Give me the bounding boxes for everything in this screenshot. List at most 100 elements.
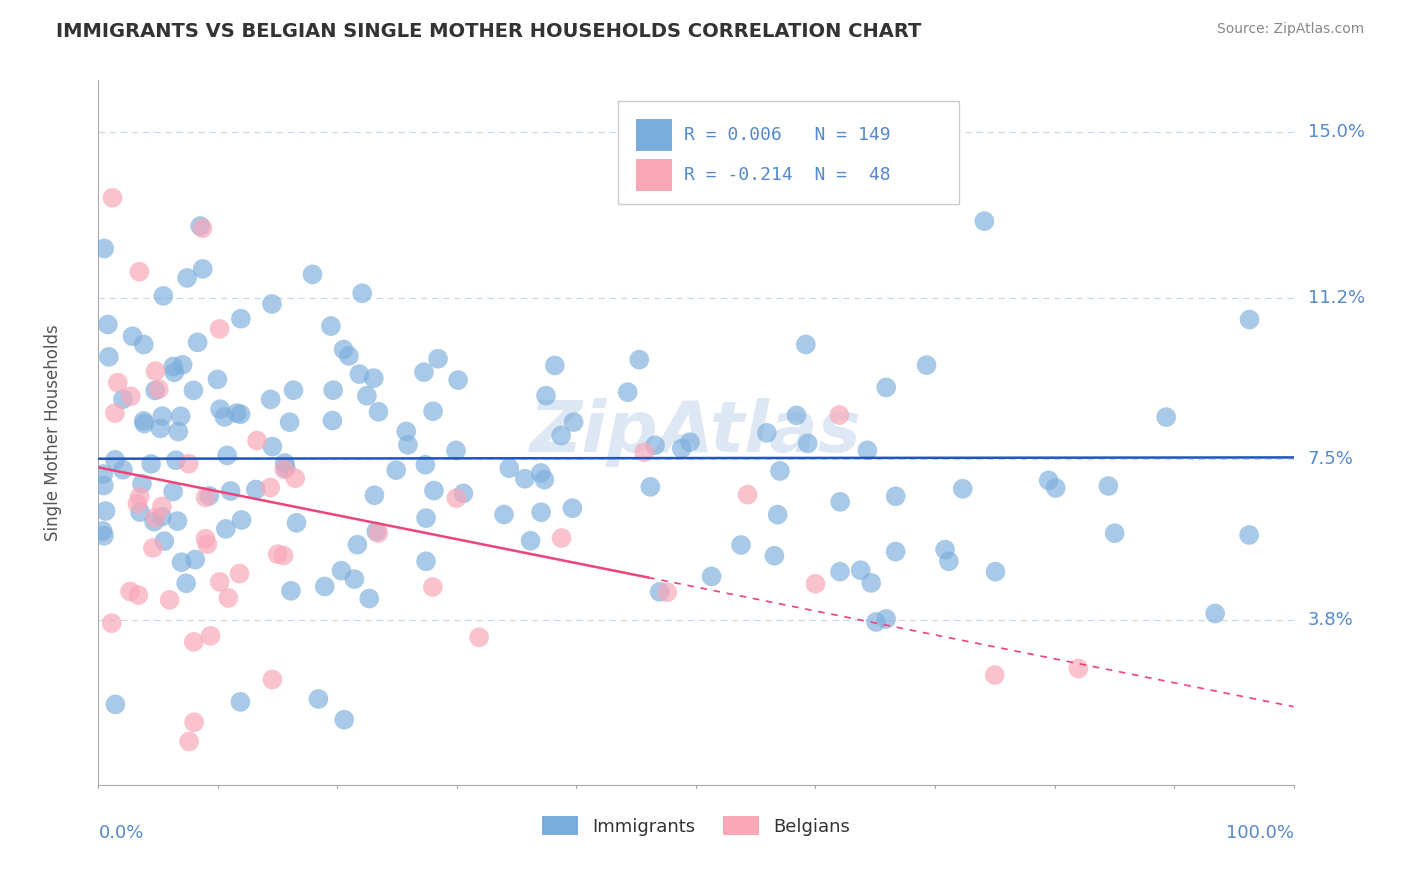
Point (104, 453, 127, 467)
Point (219, 483, 242, 498)
Point (188, 219, 211, 233)
Point (359, 591, 381, 606)
Point (127, 497, 149, 511)
Point (828, 408, 851, 422)
Point (1237, 528, 1260, 542)
Point (633, 445, 655, 459)
Point (427, 351, 450, 366)
Point (174, 576, 197, 591)
Point (544, 359, 567, 373)
Point (860, 575, 883, 590)
Point (332, 343, 354, 357)
Point (148, 382, 170, 396)
Point (266, 547, 288, 561)
Point (766, 508, 789, 522)
Point (530, 505, 553, 519)
Point (262, 440, 284, 454)
Text: Single Mother Households: Single Mother Households (44, 325, 62, 541)
Point (120, 584, 142, 599)
Point (159, 592, 181, 607)
Point (492, 508, 515, 522)
Point (363, 488, 385, 502)
Point (447, 373, 470, 387)
Point (415, 511, 437, 525)
Point (875, 612, 897, 626)
Point (423, 483, 446, 498)
Point (143, 510, 166, 524)
Point (128, 265, 150, 279)
Point (214, 409, 236, 424)
Point (273, 462, 295, 476)
Point (640, 480, 662, 494)
Point (346, 538, 368, 552)
Point (166, 514, 188, 528)
Point (179, 734, 201, 748)
Point (856, 443, 879, 458)
Point (984, 565, 1007, 579)
Point (422, 404, 444, 418)
Point (356, 389, 378, 403)
Point (162, 484, 184, 499)
Point (352, 286, 374, 301)
Point (280, 583, 302, 598)
Point (152, 289, 174, 303)
Point (97, 318, 120, 332)
Point (128, 490, 150, 504)
Point (513, 472, 536, 486)
Point (260, 297, 283, 311)
Point (1045, 481, 1067, 495)
Point (142, 541, 165, 555)
Point (228, 566, 250, 581)
Point (444, 443, 467, 458)
Point (786, 409, 808, 423)
Point (730, 538, 752, 552)
Point (984, 668, 1007, 682)
Point (273, 549, 295, 563)
Point (278, 415, 301, 429)
FancyBboxPatch shape (619, 102, 959, 203)
Point (129, 505, 152, 519)
Point (349, 367, 371, 381)
Point (533, 473, 555, 487)
Point (628, 352, 651, 367)
Point (337, 349, 360, 363)
Point (149, 421, 172, 435)
Point (132, 414, 155, 428)
Point (648, 585, 671, 599)
Point (498, 461, 520, 475)
Point (562, 415, 585, 429)
Point (367, 405, 389, 419)
Point (550, 531, 572, 545)
Point (162, 359, 184, 374)
Point (319, 319, 342, 334)
Point (225, 406, 247, 420)
Text: Source: ZipAtlas.com: Source: ZipAtlas.com (1216, 22, 1364, 37)
Point (150, 509, 173, 524)
Point (245, 483, 267, 497)
Point (830, 495, 852, 509)
Point (1204, 607, 1226, 621)
Point (285, 516, 308, 530)
Point (191, 221, 214, 235)
Point (343, 572, 366, 586)
Point (1154, 410, 1177, 425)
Point (104, 698, 127, 712)
Point (97, 350, 120, 364)
Text: 3.8%: 3.8% (1308, 611, 1354, 629)
Point (94, 504, 117, 518)
Point (198, 489, 221, 503)
Point (121, 329, 143, 343)
Point (93, 242, 115, 256)
Point (333, 713, 356, 727)
Point (132, 337, 155, 351)
Point (187, 335, 209, 350)
Point (1067, 661, 1090, 675)
Point (534, 389, 557, 403)
Point (769, 464, 792, 478)
Point (184, 552, 207, 566)
Point (229, 695, 252, 709)
Point (200, 629, 222, 643)
Text: R = 0.006   N = 149: R = 0.006 N = 149 (685, 126, 890, 144)
Text: 11.2%: 11.2% (1308, 289, 1365, 307)
Point (366, 524, 388, 539)
